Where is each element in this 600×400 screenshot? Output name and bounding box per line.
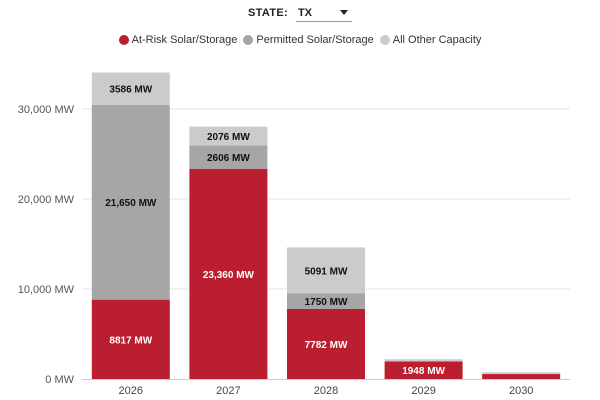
legend-item-permitted[interactable]: Permitted Solar/Storage xyxy=(243,34,374,46)
data-label: 21,650 MW xyxy=(105,198,157,209)
y-tick-label: 20,000 MW xyxy=(18,194,75,206)
x-tick-label: 2030 xyxy=(509,385,533,397)
state-label: STATE: xyxy=(248,7,288,19)
bar-segment xyxy=(384,361,463,379)
data-label: 1750 MW xyxy=(305,297,348,308)
data-label: 5091 MW xyxy=(305,266,348,277)
x-tick-label: 2028 xyxy=(314,385,338,397)
state-dropdown[interactable]: TX xyxy=(295,4,352,22)
data-label: 2076 MW xyxy=(207,132,250,143)
bar-segment xyxy=(287,247,365,294)
state-filter: STATE: TX xyxy=(0,2,600,24)
legend-swatch-permitted xyxy=(243,35,254,45)
legend-label-permitted: Permitted Solar/Storage xyxy=(256,34,374,46)
bar-segment xyxy=(287,293,365,309)
bar-segment xyxy=(189,168,268,379)
legend-item-at-risk[interactable]: At-Risk Solar/Storage xyxy=(118,34,238,46)
legend-label-at-risk: At-Risk Solar/Storage xyxy=(131,34,238,46)
bar-segment xyxy=(91,104,170,300)
data-label: 1948 MW xyxy=(402,366,445,377)
legend-swatch-other xyxy=(379,35,390,45)
y-tick-label: 0 MW xyxy=(45,374,74,386)
legend-label-other: All Other Capacity xyxy=(392,34,482,46)
data-label: 2606 MW xyxy=(207,153,250,164)
x-tick-label: 2029 xyxy=(411,385,435,397)
bar-segment xyxy=(482,372,561,375)
bar-segment xyxy=(384,359,463,362)
bar-segment xyxy=(189,126,268,146)
data-label: 7782 MW xyxy=(305,340,348,351)
chevron-down-icon[interactable] xyxy=(339,10,348,15)
x-tick-label: 2027 xyxy=(216,385,240,397)
legend: At-Risk Solar/Storage Permitted Solar/St… xyxy=(0,34,600,46)
data-label: 23,360 MW xyxy=(203,270,255,281)
data-label: 8817 MW xyxy=(109,335,152,346)
legend-swatch-at-risk xyxy=(118,35,129,45)
legend-item-other[interactable]: All Other Capacity xyxy=(379,34,482,46)
x-tick-label: 2026 xyxy=(119,385,143,397)
bar-segment xyxy=(91,299,170,379)
bar-segment xyxy=(482,374,561,379)
bar-segment xyxy=(91,72,170,105)
bar-segment xyxy=(189,145,268,169)
y-tick-label: 30,000 MW xyxy=(18,104,75,116)
bar-segment xyxy=(287,308,365,379)
data-label: 3586 MW xyxy=(109,85,152,96)
state-value: TX xyxy=(297,6,312,19)
y-tick-label: 10,000 MW xyxy=(18,284,75,296)
